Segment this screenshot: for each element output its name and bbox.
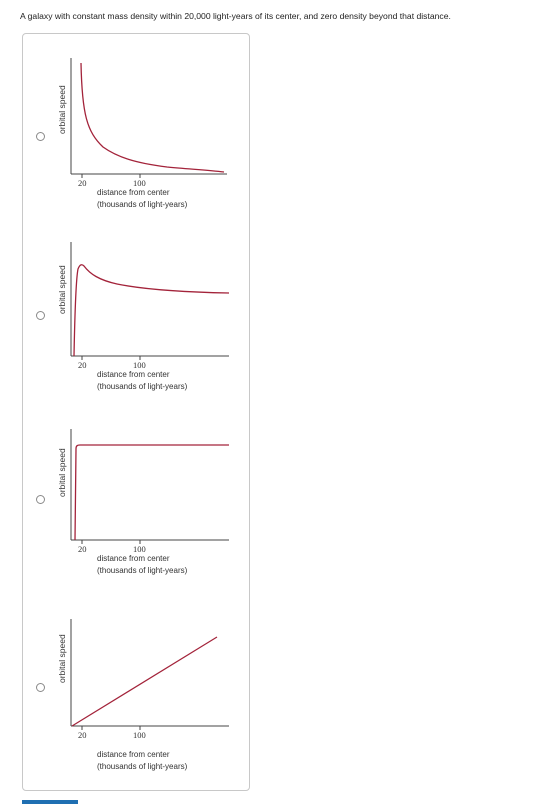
bottom-accent-tab bbox=[22, 800, 78, 804]
speed-curve bbox=[71, 636, 218, 727]
radio-button-option-2[interactable] bbox=[36, 311, 45, 320]
question-text: A galaxy with constant mass density with… bbox=[20, 11, 451, 21]
answer-option-4[interactable]: orbital speed 20 100 distance from cente… bbox=[23, 599, 251, 779]
tick-label-100: 100 bbox=[133, 730, 146, 740]
x-axis-label-line2: (thousands of light-years) bbox=[97, 566, 188, 575]
speed-curve bbox=[74, 444, 229, 541]
x-axis-label-line2: (thousands of light-years) bbox=[97, 762, 188, 771]
tick-label-100: 100 bbox=[133, 544, 146, 554]
y-axis-label: orbital speed bbox=[57, 85, 67, 134]
tick-label-20: 20 bbox=[78, 360, 87, 370]
answer-option-3[interactable]: orbital speed 20 100 distance from cente… bbox=[23, 409, 251, 589]
speed-curve bbox=[80, 62, 225, 173]
y-axis-label: orbital speed bbox=[57, 265, 67, 314]
radio-button-option-4[interactable] bbox=[36, 683, 45, 692]
x-axis-label-line1: distance from center bbox=[97, 370, 170, 379]
radio-button-option-3[interactable] bbox=[36, 495, 45, 504]
graph-option-4[interactable]: orbital speed 20 100 distance from cente… bbox=[57, 599, 251, 779]
radio-button-option-1[interactable] bbox=[36, 132, 45, 141]
graph-option-1[interactable]: orbital speed 20 100 distance from cente… bbox=[57, 44, 251, 224]
tick-label-100: 100 bbox=[133, 178, 146, 188]
tick-label-20: 20 bbox=[78, 730, 87, 740]
tick-label-100: 100 bbox=[133, 360, 146, 370]
graph-option-2[interactable]: orbital speed 20 100 distance from cente… bbox=[57, 224, 251, 404]
graph-option-3[interactable]: orbital speed 20 100 distance from cente… bbox=[57, 409, 251, 589]
y-axis-label: orbital speed bbox=[57, 448, 67, 497]
x-axis-label-line1: distance from center bbox=[97, 554, 170, 563]
answer-option-1[interactable]: orbital speed 20 100 distance from cente… bbox=[23, 44, 251, 224]
x-axis-label-line1: distance from center bbox=[97, 750, 170, 759]
y-axis-label: orbital speed bbox=[57, 634, 67, 683]
x-axis-label-line1: distance from center bbox=[97, 188, 170, 197]
x-axis-label-line2: (thousands of light-years) bbox=[97, 382, 188, 391]
tick-label-20: 20 bbox=[78, 544, 87, 554]
answer-options: orbital speed 20 100 distance from cente… bbox=[22, 33, 250, 791]
x-axis-label-line2: (thousands of light-years) bbox=[97, 200, 188, 209]
tick-label-20: 20 bbox=[78, 178, 87, 188]
speed-curve bbox=[73, 264, 230, 357]
answer-option-2[interactable]: orbital speed 20 100 distance from cente… bbox=[23, 224, 251, 404]
